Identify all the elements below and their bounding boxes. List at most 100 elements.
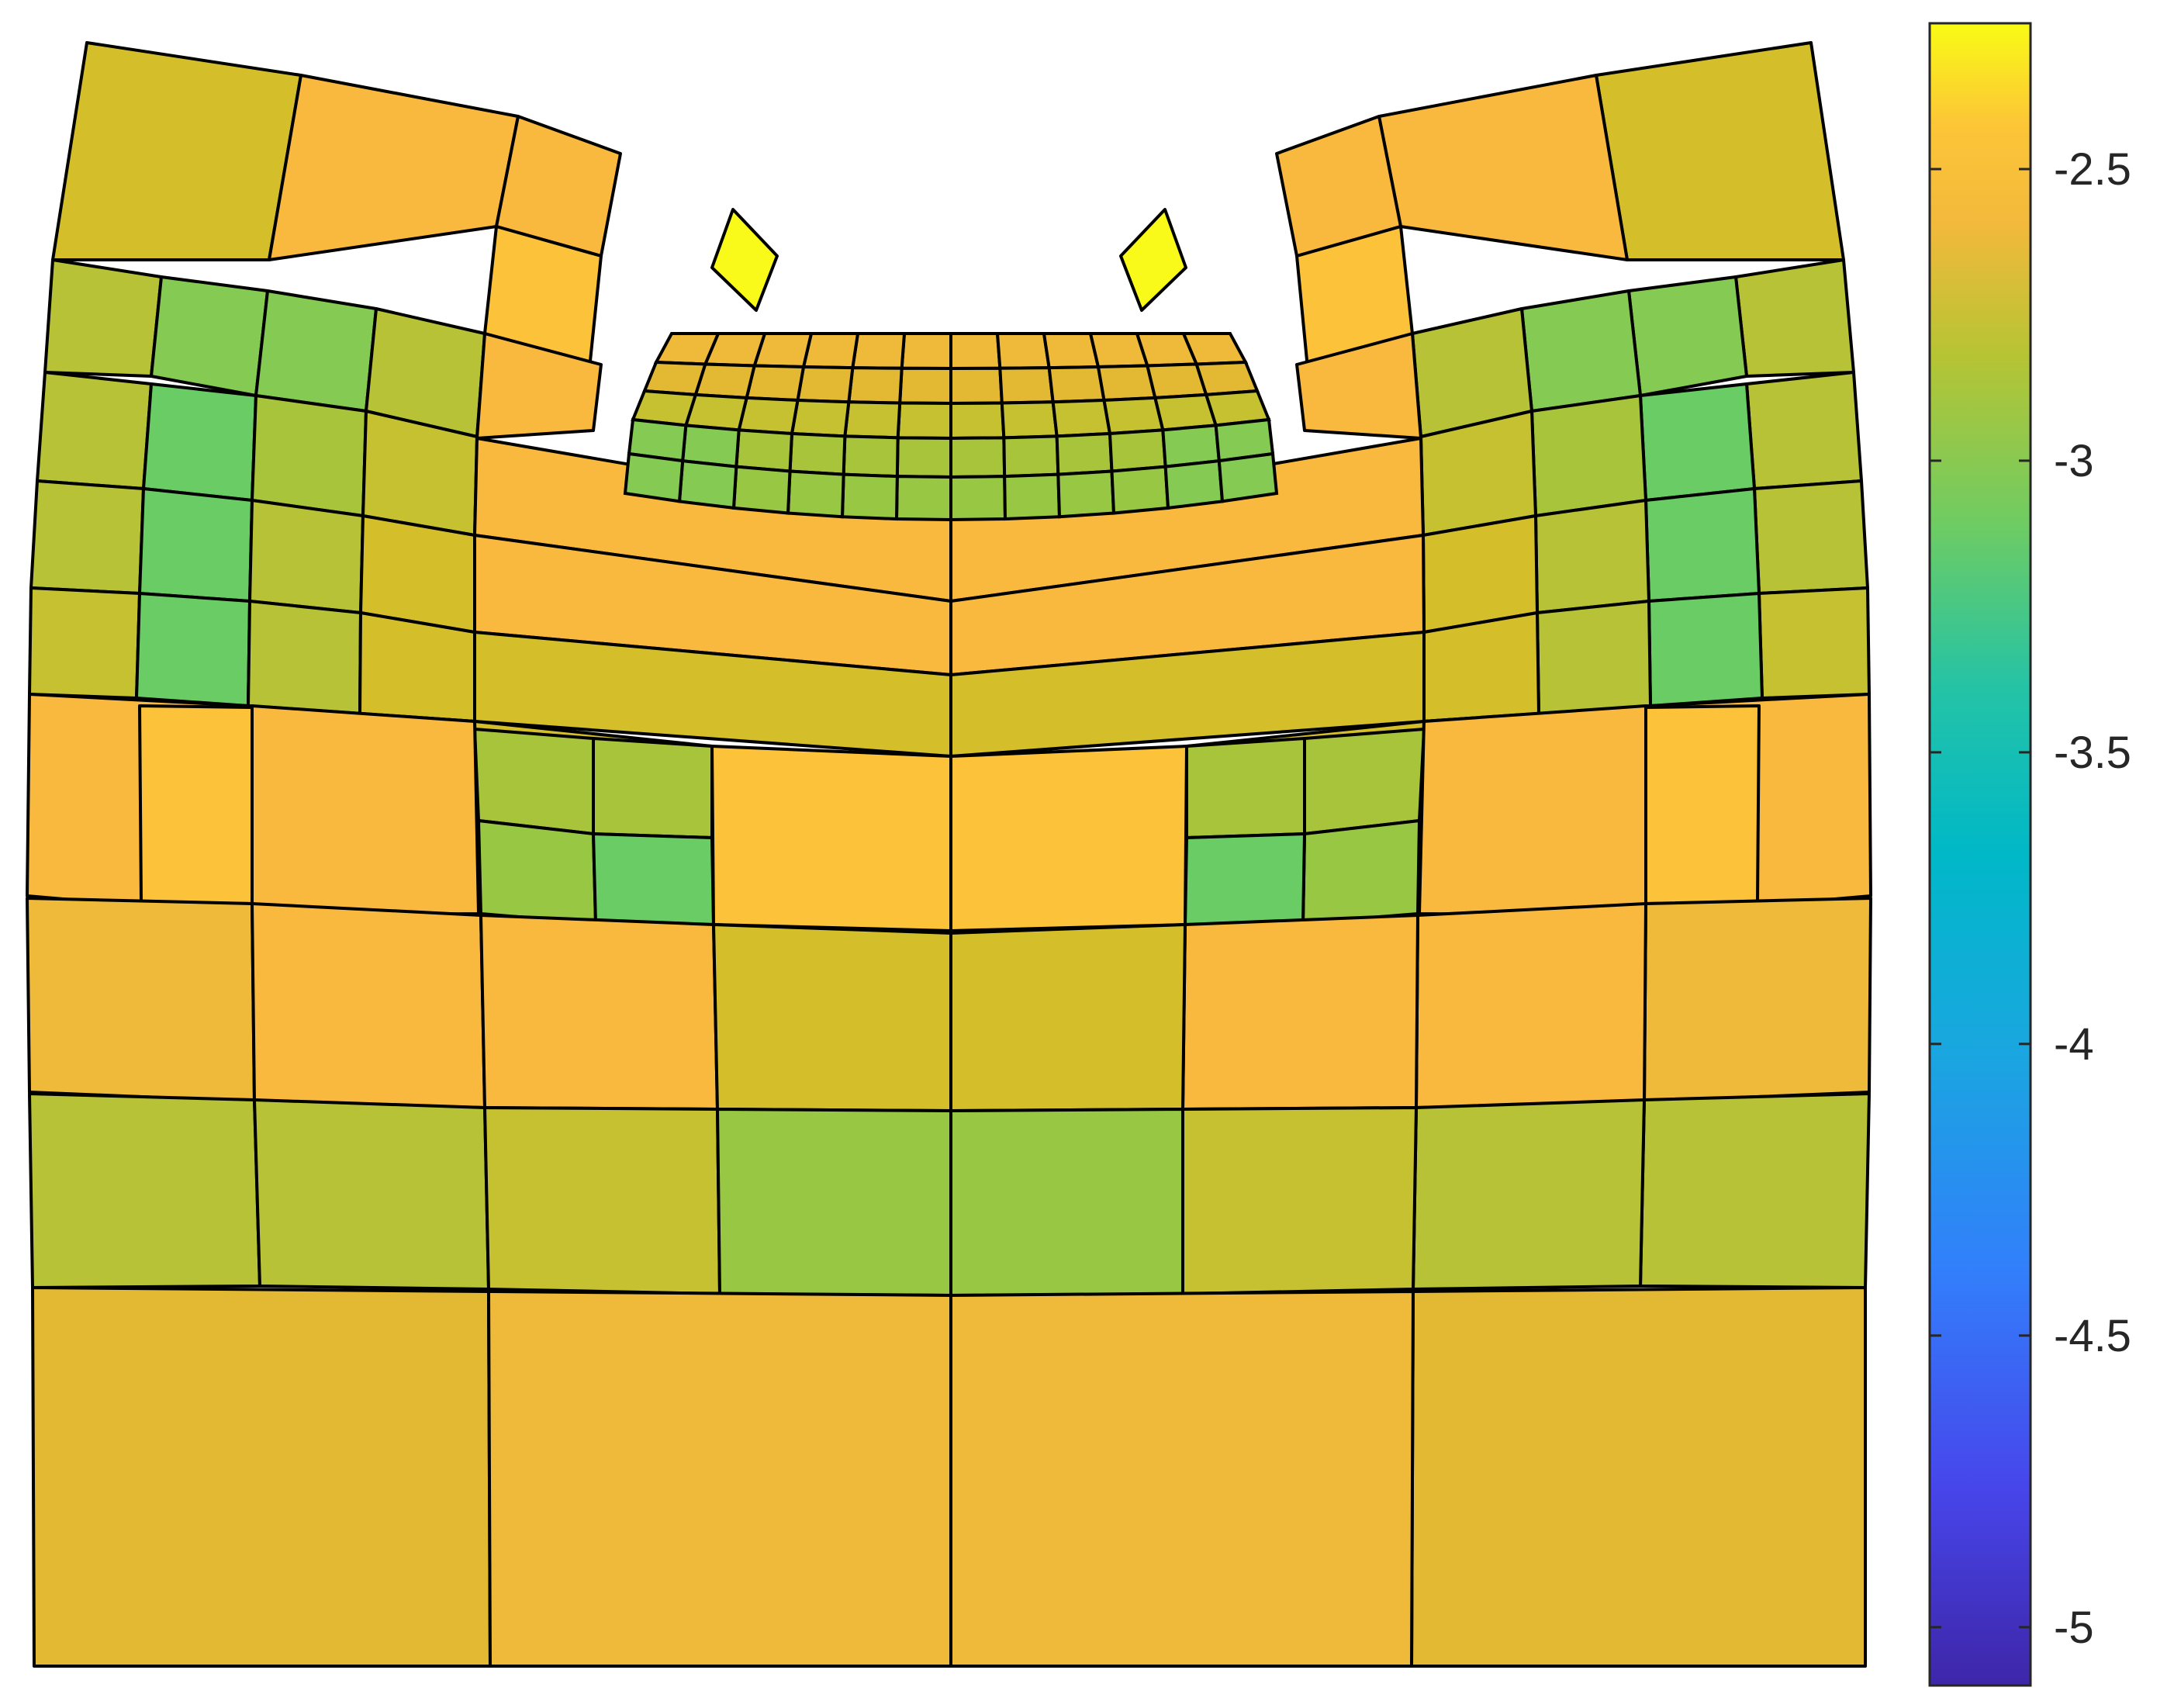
mesh-element (1185, 737, 1306, 839)
mesh-element (1181, 1106, 1418, 1295)
notch-ring-element (1051, 398, 1112, 438)
mesh-element (254, 289, 378, 413)
mesh-element (251, 704, 480, 917)
mesh-element (1301, 819, 1421, 925)
notch-ring-element (949, 401, 1006, 441)
mesh-elements (26, 41, 1872, 1668)
mesh-element (251, 902, 486, 1109)
mesh-element (712, 923, 952, 1112)
colorbar-gradient (1928, 22, 2032, 1687)
mesh-element (949, 1108, 1184, 1297)
notch-ring-element (900, 332, 952, 371)
mesh-element (483, 1106, 721, 1295)
mesh-element (1181, 914, 1419, 1111)
notch-ring-element (1110, 465, 1170, 515)
mesh-element (51, 41, 302, 261)
mesh-element (1595, 41, 1845, 261)
notch-ring-element (788, 431, 847, 476)
notch-ring-element (949, 332, 1002, 371)
mesh-element (251, 394, 368, 517)
notch-ring-element (623, 451, 685, 503)
notch-ring-element (1217, 451, 1279, 503)
mesh-element (31, 1286, 492, 1668)
mesh-element (43, 258, 163, 378)
mesh-element (475, 332, 603, 440)
mesh-element (592, 737, 714, 839)
colorbar-tick-label: -3 (2054, 436, 2094, 486)
mesh-element (473, 728, 595, 835)
mesh-element (1639, 382, 1756, 502)
colorbar: -2.5 -3 -3.5 -4 -4.5 -5 (1928, 22, 2131, 1687)
mesh-element (477, 819, 597, 925)
mesh-element (1410, 1286, 1867, 1668)
notch-ring-element (895, 436, 952, 479)
notch-ring-element (1003, 472, 1062, 521)
notch-ring-element (842, 434, 900, 479)
mesh-element (1184, 832, 1306, 926)
mesh-element (268, 74, 520, 261)
notch-ring-element (796, 365, 855, 404)
mesh-element (949, 745, 1188, 932)
mesh-element (710, 745, 952, 932)
notch-ring-element (737, 396, 800, 436)
notch-ring-element (642, 360, 708, 397)
mesh-element (710, 208, 779, 312)
mesh-element (26, 897, 256, 1103)
notch-ring-element (1180, 332, 1249, 366)
mesh-element (248, 499, 365, 614)
colorbar-tick-label: -2.5 (2054, 144, 2131, 195)
mesh-element (1643, 897, 1872, 1103)
notch-ring-element (786, 469, 845, 519)
colorbar-ticks: -2.5 -3 -3.5 -4 -4.5 -5 (1930, 144, 2131, 1653)
notch-ring-element (949, 436, 1007, 479)
mesh-element (716, 1108, 952, 1297)
mesh-element (150, 275, 269, 397)
mesh-element (1644, 704, 1761, 905)
notch-ring-element (995, 332, 1051, 370)
notch-ring-element (894, 475, 952, 522)
mesh-element (1530, 394, 1647, 517)
notch-ring-element (734, 428, 794, 473)
notch-ring-element (790, 398, 851, 438)
notch-ring-element (847, 366, 904, 405)
mesh-element (592, 832, 715, 926)
notch-ring-element (745, 364, 806, 403)
mesh-element (138, 487, 254, 603)
mesh-element (247, 600, 362, 715)
notch-ring-element (1163, 458, 1225, 510)
mesh-element (1745, 371, 1863, 490)
mesh-element (1415, 902, 1647, 1109)
mesh-element (1412, 1098, 1646, 1291)
mesh-element (479, 914, 719, 1111)
mesh-element (1536, 600, 1652, 715)
mesh-element (1758, 586, 1871, 700)
mesh-element (28, 586, 141, 700)
notch-ring-element (653, 332, 721, 366)
mesh-element (1520, 289, 1642, 413)
notch-ring-element (843, 400, 902, 440)
notch-ring-element (896, 401, 952, 441)
mesh-element (487, 1290, 952, 1668)
colorbar-tick-label: -3.5 (2054, 728, 2131, 778)
notch-ring-element (851, 332, 907, 370)
notch-ring-element (1047, 365, 1106, 404)
mesh-element (949, 1290, 1415, 1668)
notch-ring-element (1002, 434, 1060, 479)
notch-ring-element (1055, 431, 1114, 476)
notch-ring-element (1000, 400, 1059, 440)
notch-ring-element (840, 472, 899, 521)
colorbar-tick-label: -5 (2054, 1603, 2094, 1653)
mesh-element (1422, 611, 1540, 723)
mesh-element (1295, 332, 1422, 440)
mesh-element (1303, 728, 1426, 835)
notch-ring-element (1194, 360, 1260, 397)
mesh-element (1753, 479, 1869, 595)
mesh-element (1644, 487, 1761, 603)
mesh-element (949, 923, 1187, 1112)
mesh-element (253, 1098, 490, 1291)
colorbar-tick-label: -4.5 (2054, 1311, 2131, 1361)
notch-ring-element (998, 366, 1055, 405)
notch-ring-element (677, 458, 738, 510)
mesh-element (135, 592, 251, 707)
